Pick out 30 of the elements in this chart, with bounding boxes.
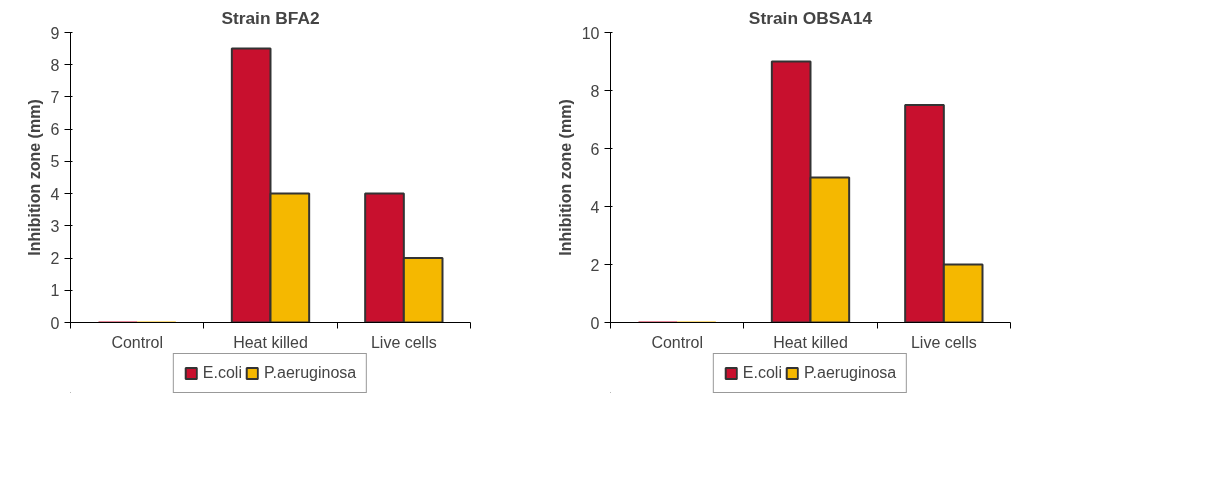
x-tick-label: Heat killed: [233, 333, 308, 351]
legend-label: E.coli: [202, 364, 242, 382]
y-tick-label: 4: [590, 198, 600, 216]
y-tick-label: 10: [581, 24, 600, 42]
legend-label: P.aeruginosa: [803, 364, 897, 382]
chart-title: Strain OBSA14: [748, 7, 873, 28]
y-tick-label: 3: [50, 217, 60, 235]
y-tick-label: 8: [50, 56, 60, 74]
x-tick-label: Control: [651, 333, 703, 351]
y-tick-label: 8: [590, 82, 600, 100]
y-tick-label: 7: [50, 88, 60, 106]
y-tick-label: 2: [590, 256, 600, 274]
legend-label: E.coli: [742, 364, 782, 382]
x-tick-label: Heat killed: [773, 333, 848, 351]
y-axis-title: Inhibition zone (mm): [556, 99, 574, 256]
y-tick-label: 1: [50, 282, 60, 300]
y-tick-label: 0: [50, 314, 60, 332]
y-axis-title: Inhibition zone (mm): [25, 99, 43, 256]
x-tick-label: Live cells: [370, 333, 437, 351]
y-tick-label: 6: [590, 140, 600, 158]
legend-label: P.aeruginosa: [263, 364, 357, 382]
y-tick-label: 6: [50, 121, 60, 139]
x-tick-label: Live cells: [910, 333, 977, 351]
y-tick-label: 0: [590, 314, 600, 332]
chart-title: Strain BFA2: [221, 7, 320, 28]
y-tick-label: 2: [50, 250, 60, 268]
x-tick-label: Control: [111, 333, 163, 351]
y-tick-label: 9: [50, 24, 60, 42]
y-tick-label: 4: [50, 185, 60, 203]
y-tick-label: 5: [50, 153, 60, 171]
